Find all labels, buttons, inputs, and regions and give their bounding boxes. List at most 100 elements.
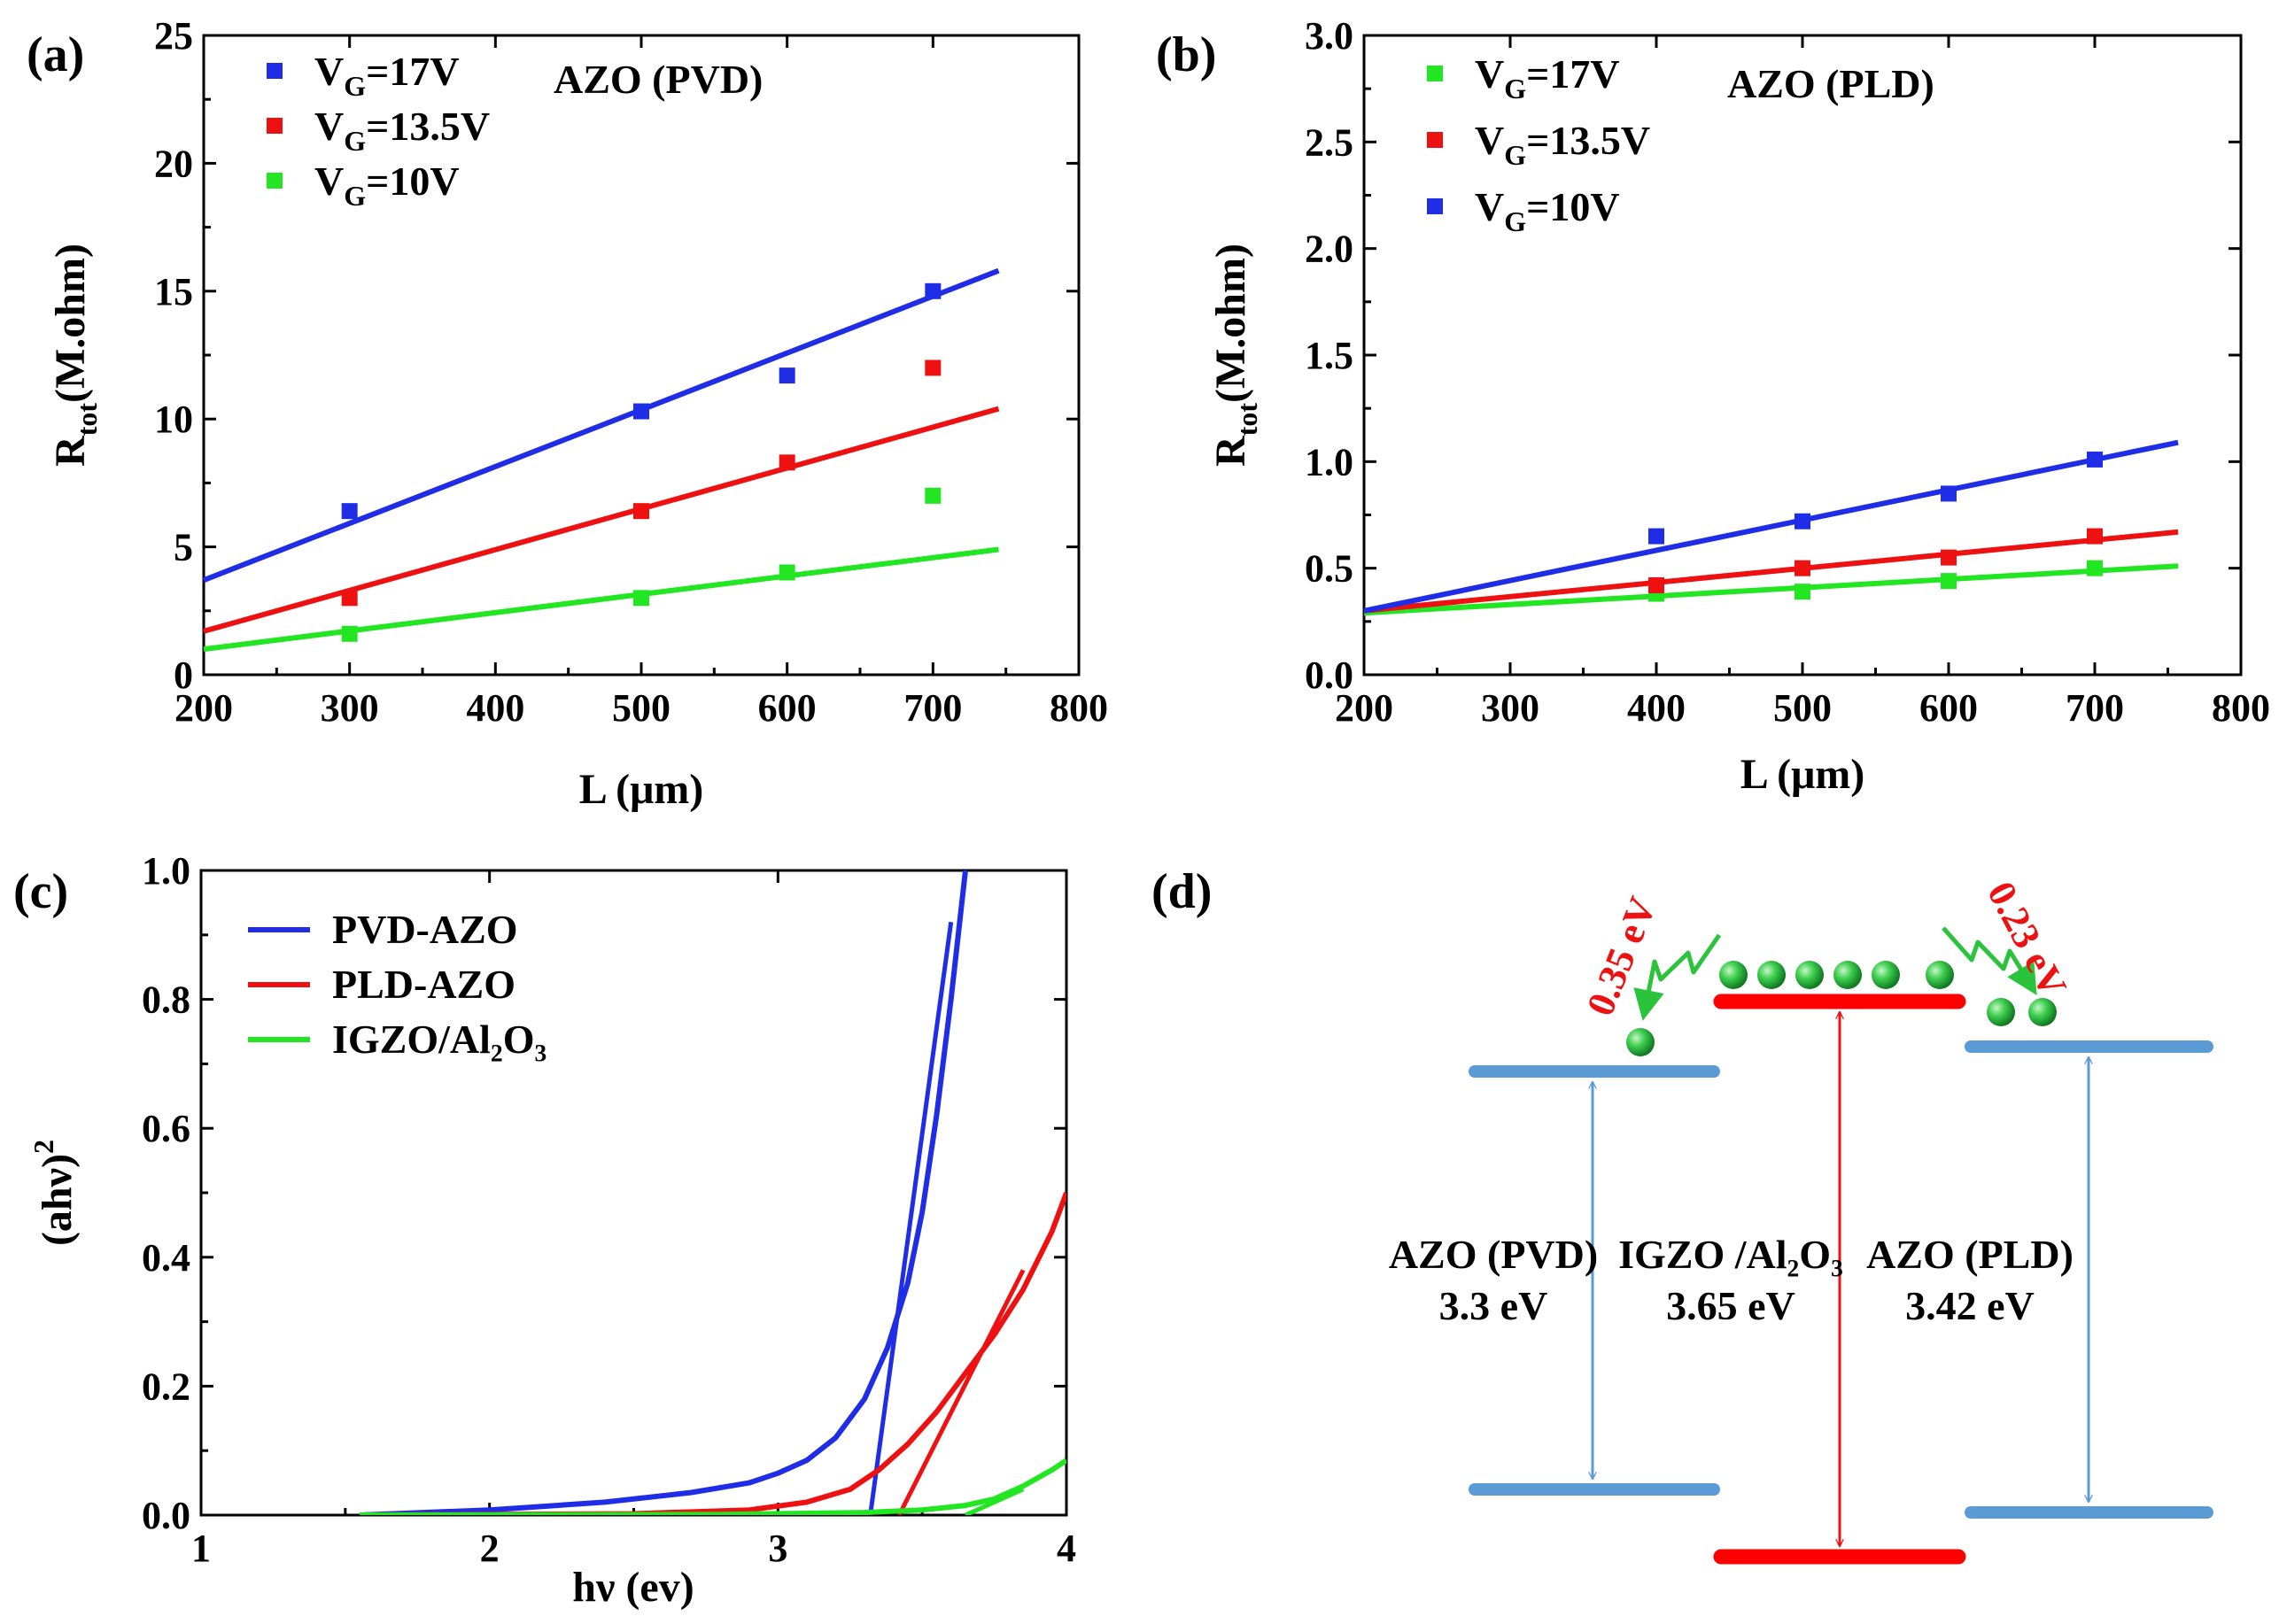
electron [2028, 998, 2057, 1026]
electron-transfer-arrow-right [1942, 926, 2037, 995]
electron [1872, 961, 1900, 989]
legend-marker-a-1 [267, 118, 283, 134]
curve-c-2 [360, 1458, 1066, 1515]
x-axis-label-b: L (μm) [1740, 751, 1865, 798]
data-point-a-2 [779, 564, 795, 581]
x-tick-label-a: 400 [466, 686, 524, 730]
offset-label-left: 0.35 eV [1578, 891, 1665, 1022]
electron-transfer-arrow-left [1633, 933, 1722, 1021]
y-tick-label-c: 0.0 [142, 1494, 190, 1537]
panel-c-chart: (c) 1 2 3 4 0.0 0.2 0.4 0.6 0.8 1.0 hν (ev) (ahν)… [13, 849, 1076, 1611]
x-tick-label-a: 500 [612, 686, 671, 730]
legend-label-c-1: PLD-AZO [332, 962, 515, 1007]
legend-marker-b-0 [1427, 66, 1443, 81]
legend-label-a-1: VG=13.5V [314, 104, 490, 157]
y-tick-label-c: 0.8 [142, 978, 190, 1022]
legend-marker-a-2 [267, 173, 283, 189]
y-tick-label-b: 1.5 [1305, 334, 1353, 377]
data-point-b-1 [1648, 576, 1664, 593]
curve-c-0 [359, 870, 968, 1515]
annotation-a: AZO (PVD) [554, 57, 763, 102]
data-point-b-2 [1795, 513, 1810, 530]
data-point-b-1 [2087, 528, 2103, 545]
data-point-a-1 [779, 454, 795, 471]
y-tick-label-b: 2.0 [1305, 228, 1353, 271]
panel-a-chart: (a) 200 300 400 500 600 700 800 0 5 10 15 20 25 L (μ… [27, 14, 1108, 813]
offset-label-right: 0.23 eV [1979, 875, 2075, 1004]
y-tick-label-b: 2.5 [1305, 120, 1353, 164]
fit-line-b-0 [1363, 563, 2179, 616]
x-tick-label-b: 400 [1627, 686, 1686, 730]
legend-label-c-0: PVD-AZO [332, 907, 518, 952]
y-axis-label-c: (ahν)2 [27, 1140, 81, 1246]
curve-c-1 [360, 1191, 1066, 1515]
pld-gap-label: 3.42 eV [1905, 1283, 2035, 1328]
data-point-b-2 [2087, 451, 2103, 468]
x-tick-label-c: 4 [1057, 1527, 1076, 1570]
y-axis-label-a: Rtot(M.ohm) [47, 244, 103, 467]
data-point-a-0 [341, 503, 358, 520]
y-tick-label-a: 20 [154, 142, 193, 185]
electron [1795, 961, 1824, 989]
y-tick-label-a: 0 [174, 653, 193, 697]
x-tick-label-c: 2 [480, 1527, 500, 1570]
fit-line-b-1 [1363, 529, 2179, 614]
igzo-name-label: IGZO /Al₂O₃ [1618, 1232, 1843, 1277]
data-point-a-0 [633, 403, 649, 420]
y-tick-label-c: 0.2 [142, 1365, 190, 1408]
x-tick-label-b: 500 [1773, 686, 1832, 730]
tangent-line-c-0 [868, 921, 954, 1515]
pvd-gap-label: 3.3 eV [1439, 1283, 1548, 1328]
pld-name-label: AZO (PLD) [1866, 1232, 2074, 1277]
legend-marker-a-0 [267, 63, 283, 79]
annotation-b: AZO (PLD) [1727, 61, 1934, 106]
electron [1626, 1028, 1655, 1056]
legend-label-a-2: VG=10V [314, 159, 460, 212]
electron [1987, 998, 2015, 1026]
x-tick-label-c: 1 [191, 1527, 211, 1570]
y-tick-label-c: 1.0 [142, 849, 190, 893]
data-point-b-1 [1795, 560, 1810, 576]
legend-label-b-2: VG=10V [1475, 184, 1620, 237]
fit-line-a-1 [203, 406, 1000, 634]
x-tick-label-b: 300 [1481, 686, 1539, 730]
data-point-a-0 [925, 282, 942, 299]
y-tick-label-a: 10 [154, 398, 193, 441]
data-point-a-1 [341, 590, 358, 607]
fit-line-b-2 [1363, 439, 2179, 614]
x-tick-label-c: 3 [768, 1527, 787, 1570]
y-tick-label-a: 5 [174, 526, 193, 569]
x-tick-label-a: 600 [758, 686, 817, 730]
data-point-b-0 [2087, 560, 2103, 576]
legend-label-c-2: IGZO/Al₂O₃ [332, 1017, 546, 1062]
data-point-b-2 [1941, 485, 1957, 502]
legend-marker-b-2 [1427, 198, 1443, 214]
data-point-a-1 [925, 360, 942, 376]
x-tick-label-b: 800 [2212, 686, 2270, 730]
x-tick-label-a: 300 [321, 686, 379, 730]
legend-marker-b-1 [1427, 132, 1443, 148]
x-axis-label-a: L (μm) [579, 766, 704, 813]
electron [1926, 961, 1954, 989]
fit-line-a-2 [203, 546, 999, 653]
y-tick-label-a: 15 [154, 270, 193, 313]
data-point-a-2 [633, 590, 649, 607]
data-point-a-1 [633, 503, 649, 520]
panel-c-label: (c) [13, 864, 68, 919]
data-point-a-2 [341, 625, 358, 642]
plot-frame-c [199, 869, 1068, 1517]
y-tick-label-b: 0.0 [1305, 653, 1353, 697]
electron [1757, 961, 1786, 989]
y-tick-label-b: 1.0 [1305, 440, 1353, 483]
data-point-b-0 [1795, 584, 1810, 600]
x-tick-label-a: 700 [903, 686, 962, 730]
tangent-line-c-1 [896, 1269, 1026, 1515]
electron [1833, 961, 1862, 989]
y-tick-label-b: 0.5 [1305, 547, 1353, 591]
panel-d-label: (d) [1151, 864, 1212, 919]
tangent-line-c-2 [964, 1487, 1025, 1515]
x-tick-label-b: 700 [2066, 686, 2124, 730]
legend-label-b-1: VG=13.5V [1475, 118, 1650, 171]
fit-line-a-0 [202, 267, 1000, 583]
y-tick-label-c: 0.6 [142, 1107, 190, 1150]
